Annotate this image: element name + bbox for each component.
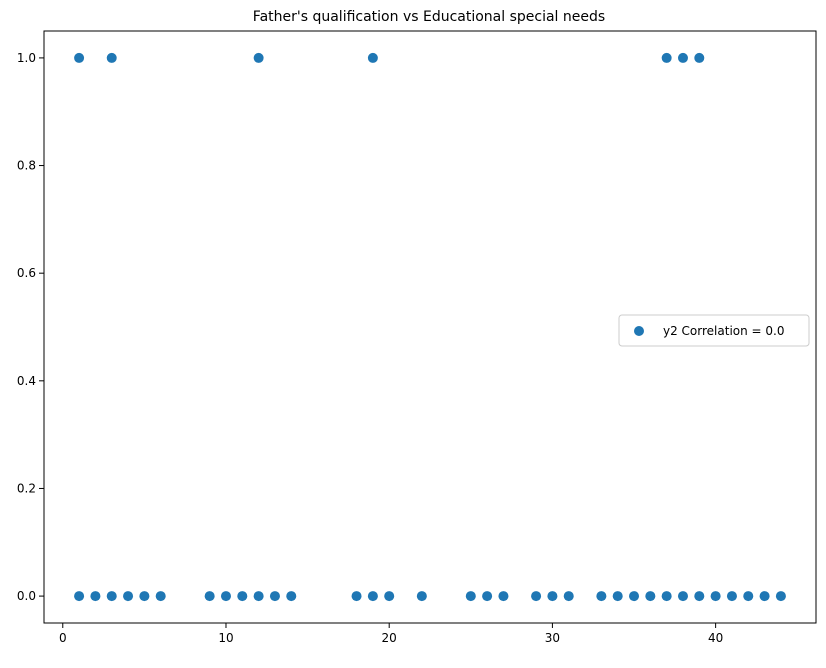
data-point [775,591,786,602]
data-point [90,591,101,602]
data-point [123,591,134,602]
y-tick-label: 1.0 [17,51,36,65]
data-point [661,52,672,63]
data-point [74,591,85,602]
data-point [106,591,117,602]
data-point [612,591,623,602]
y-tick-label: 0.4 [17,374,36,388]
data-point [677,52,688,63]
x-tick-label: 40 [708,631,723,645]
data-point [498,591,509,602]
data-point [677,591,688,602]
legend-box [618,314,810,347]
legend: y2 Correlation = 0.0 [618,314,810,347]
data-point [74,52,85,63]
data-point [629,591,640,602]
data-point [106,52,117,63]
data-point [465,591,476,602]
data-point [563,591,574,602]
x-tick-label: 0 [59,631,67,645]
data-point [367,591,378,602]
y-tick-label: 0.6 [17,266,36,280]
data-point [531,591,542,602]
y-tick-label: 0.2 [17,481,36,495]
data-point [694,591,705,602]
data-point [367,52,378,63]
x-tick-label: 10 [218,631,233,645]
data-point [237,591,248,602]
data-point [416,591,427,602]
data-point [645,591,656,602]
data-point [220,591,231,602]
x-tick-label: 30 [545,631,560,645]
y-tick-label: 0.0 [17,589,36,603]
data-point [351,591,362,602]
data-point [269,591,280,602]
data-point [661,591,672,602]
y-tick-label: 0.8 [17,159,36,173]
data-point [384,591,395,602]
data-point [482,591,493,602]
data-point [286,591,297,602]
data-point [726,591,737,602]
plot-frame [43,30,817,624]
data-point [253,52,264,63]
data-point [139,591,150,602]
x-tick-label: 20 [382,631,397,645]
data-point [253,591,264,602]
legend-label: y2 Correlation = 0.0 [663,324,785,338]
data-point [694,52,705,63]
data-point [759,591,770,602]
data-point [710,591,721,602]
data-point [596,591,607,602]
data-point [155,591,166,602]
data-point [204,591,215,602]
data-points [74,52,786,602]
legend-marker [634,326,644,336]
data-point [547,591,558,602]
axes: 0 10 20 30 40 0.0 0.2 0.4 0.6 0.8 1.0 [17,30,817,645]
chart-title: Father's qualification vs Educational sp… [253,9,605,25]
data-point [743,591,754,602]
